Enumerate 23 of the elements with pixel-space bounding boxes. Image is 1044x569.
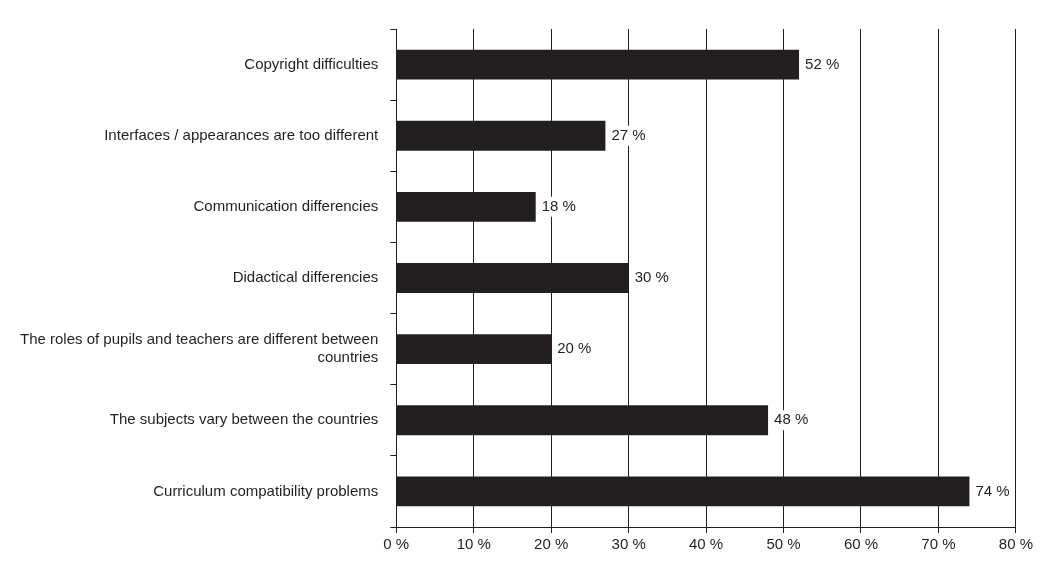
y-tick-label: The roles of pupils and teachers are different between countries: [20, 330, 379, 366]
x-tick-label: 80 %: [998, 535, 1034, 553]
y-tick-label: Didactical differencies: [232, 268, 379, 286]
data-label: 27 %: [611, 125, 646, 143]
x-tick-label: 50 %: [766, 535, 801, 553]
data-label: 52 %: [805, 54, 840, 72]
x-tick-label: 60 %: [843, 535, 879, 553]
y-tick-label: Communication differencies: [193, 197, 379, 214]
data-label: 18 %: [541, 197, 576, 214]
y-tick-label: The subjects vary between the countries: [109, 410, 379, 428]
x-tick-label: 40 %: [688, 535, 724, 553]
x-tick-label: 0 %: [383, 535, 410, 553]
y-tick-label: Interfaces / appearances are too different: [104, 125, 380, 143]
data-label: 74 %: [975, 481, 1010, 499]
x-tick-label: 10 %: [456, 535, 491, 553]
x-tick-label: 70 %: [921, 535, 956, 553]
data-label: 30 %: [634, 268, 669, 286]
x-tick-label: 20 %: [534, 535, 569, 553]
y-tick-label: Curriculum compatibility problems: [153, 481, 379, 499]
data-label: 48 %: [774, 410, 809, 428]
data-label: 20 %: [557, 339, 592, 357]
x-tick-label: 30 %: [611, 535, 646, 553]
y-tick-label: Copyright difficulties: [244, 54, 379, 72]
